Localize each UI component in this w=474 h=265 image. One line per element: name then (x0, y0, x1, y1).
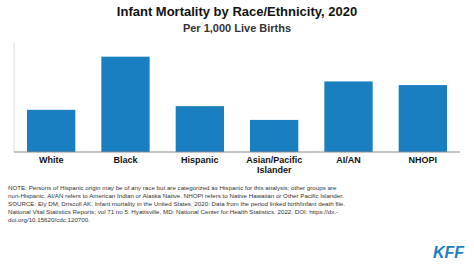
x-tick-label: AI/AN (336, 155, 361, 165)
x-tick-label: Black (113, 155, 138, 165)
title: Infant Mortality by Race/Ethnicity, 2020 (117, 4, 357, 19)
text-line: SOURCE: Ely DM, Driscoll AK. Infant mort… (8, 200, 345, 207)
text-line: NHOPI (409, 155, 438, 165)
text-line: White (39, 155, 64, 165)
y-axis-line (14, 42, 15, 152)
note: NOTE: Persons of Hispanic origin may be … (8, 184, 345, 223)
x-tick-label: White (39, 155, 64, 165)
bar (176, 106, 224, 152)
bars (27, 57, 447, 152)
text-line: Asian/Pacific (246, 155, 302, 165)
text-line: AI/AN (336, 155, 361, 165)
text-line: National Vital Statistics Reports; vol 7… (8, 208, 338, 215)
x-tick-label: Asian/PacificIslander (246, 155, 302, 175)
x-axis-line (14, 152, 460, 153)
x-tick-label: NHOPI (409, 155, 438, 165)
bar (101, 57, 149, 152)
bar (250, 120, 298, 152)
bar (324, 81, 372, 152)
subtitle: Per 1,000 Live Births (183, 22, 291, 34)
text-line: Islander (257, 165, 292, 175)
bar (27, 110, 75, 152)
text-line: Black (113, 155, 138, 165)
text-line: NOTE: Persons of Hispanic origin may be … (8, 184, 337, 191)
text-line: doi.org/10.15620/cdc:120700. (8, 216, 90, 223)
logo: KFF (433, 244, 465, 261)
text-line: Hispanic (181, 155, 219, 165)
text-line: non-Hispanic. AI/AN refers to American I… (8, 192, 344, 199)
x-tick-label: Hispanic (181, 155, 219, 165)
chart: Infant Mortality by Race/Ethnicity, 2020… (0, 0, 474, 265)
bar (399, 85, 447, 152)
